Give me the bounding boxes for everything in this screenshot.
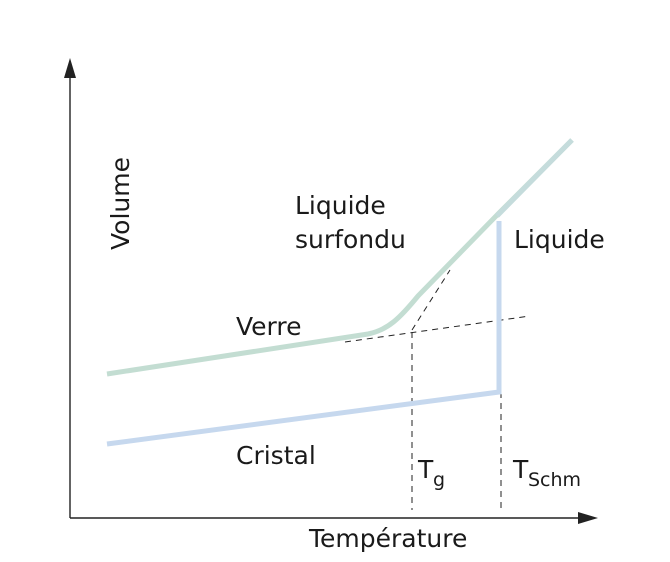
tschm-label: T Schm: [512, 455, 581, 491]
tschm-label-subscript: Schm: [528, 469, 581, 491]
glass-extrapolation-line: [344, 315, 531, 343]
tschm-label-main: T: [512, 455, 529, 484]
supercooled-liquid-label-line2: surfondu: [295, 225, 406, 254]
crystal-curve: [106, 221, 502, 447]
tg-label-main: T: [417, 455, 434, 484]
liquid-curve: [495, 138, 574, 218]
x-axis-label: Température: [308, 524, 467, 553]
tg-label-subscript: g: [433, 469, 445, 491]
y-axis-arrowhead: [64, 58, 76, 78]
axes: [64, 58, 598, 524]
supercooled-liquid-label-line1: Liquide: [295, 191, 386, 220]
crystal-label: Cristal: [236, 441, 316, 470]
x-axis-arrowhead: [578, 512, 598, 524]
glass-label: Verre: [236, 312, 302, 341]
glass-curve: [106, 138, 574, 377]
liquid-label: Liquide: [514, 225, 605, 254]
y-axis-label: Volume: [106, 157, 135, 250]
tg-label: T g: [417, 455, 445, 491]
liquid-extrapolation-line: [411, 269, 451, 331]
